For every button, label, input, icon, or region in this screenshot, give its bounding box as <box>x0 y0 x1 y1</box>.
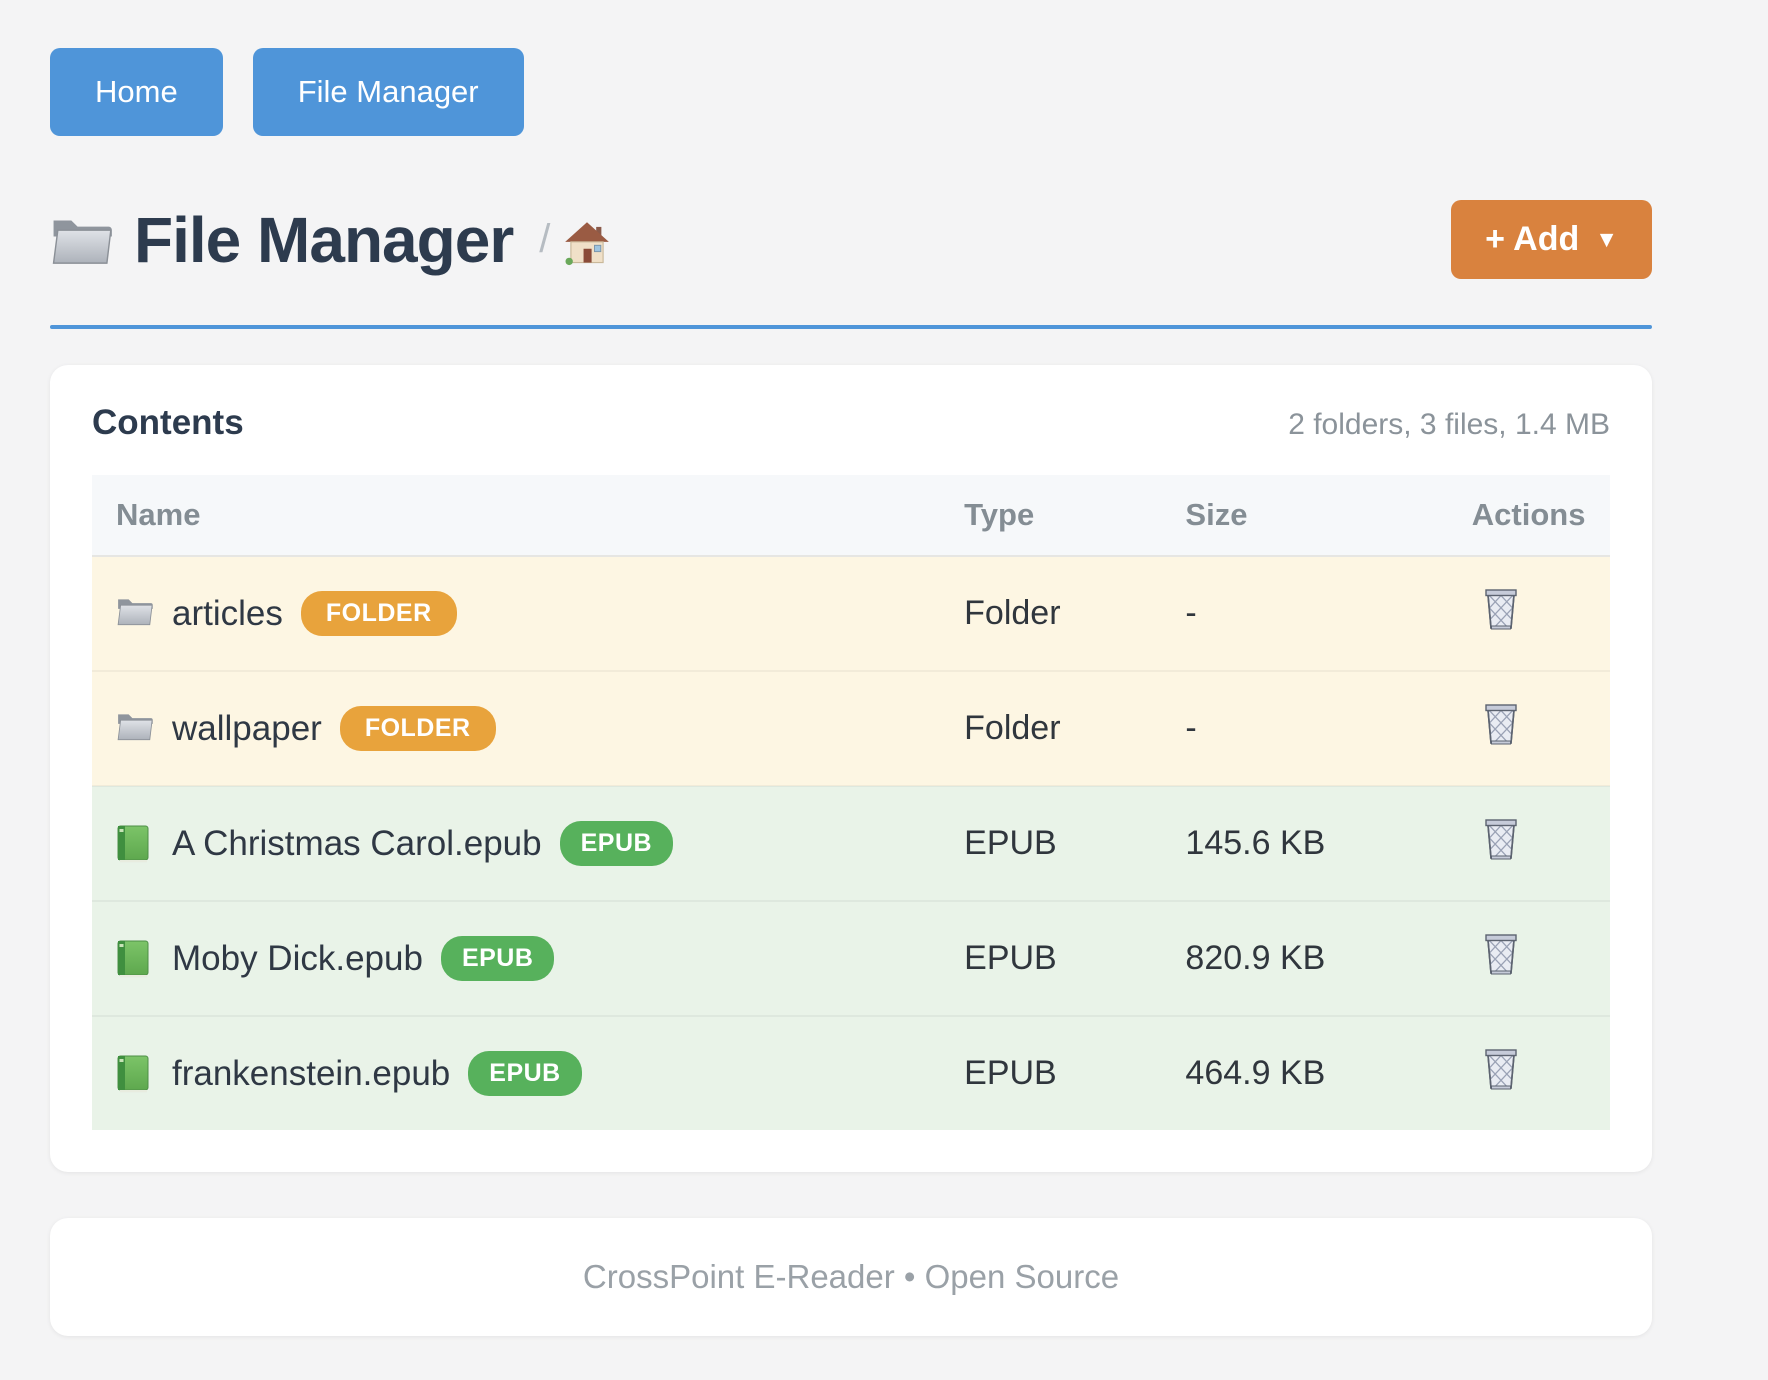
delete-button[interactable] <box>1482 818 1520 860</box>
green-book-icon <box>116 940 154 978</box>
file-name-cell[interactable]: A Christmas Carol.epub EPUB <box>92 821 964 866</box>
size-cell: 820.9 KB <box>1185 900 1472 1016</box>
green-book-icon <box>116 825 154 863</box>
file-manager-button[interactable]: File Manager <box>252 48 524 136</box>
chevron-down-icon: ▼ <box>1595 226 1618 252</box>
size-cell: 464.9 KB <box>1185 1015 1472 1130</box>
size-cell: - <box>1185 594 1197 632</box>
file-name-cell[interactable]: frankenstein.epub EPUB <box>92 1051 964 1096</box>
column-header-name: Name <box>92 475 965 557</box>
type-badge: EPUB <box>559 821 674 866</box>
add-button[interactable]: + Add ▼ <box>1451 200 1652 279</box>
type-cell: Folder <box>964 670 1186 786</box>
trash-icon <box>1485 704 1517 745</box>
file-name-cell[interactable]: wallpaper FOLDER <box>92 706 964 751</box>
trash-icon <box>1485 819 1517 860</box>
contents-header: Contents 2 folders, 3 files, 1.4 MB <box>92 403 1610 443</box>
delete-button[interactable] <box>1482 1048 1520 1090</box>
title-group: File Manager / <box>50 208 610 272</box>
table-row[interactable]: wallpaper FOLDER Folder - <box>92 670 1610 786</box>
page-title: File Manager <box>134 203 514 276</box>
file-name: wallpaper <box>172 708 322 748</box>
contents-summary: 2 folders, 3 files, 1.4 MB <box>1288 408 1610 441</box>
folder-icon <box>116 595 154 633</box>
file-name-cell[interactable]: articles FOLDER <box>92 591 964 636</box>
type-badge: FOLDER <box>300 591 457 636</box>
type-cell: EPUB <box>964 1015 1186 1130</box>
type-cell: Folder <box>964 594 1061 632</box>
table-row[interactable]: Moby Dick.epub EPUB EPUB 820.9 KB <box>92 900 1610 1016</box>
type-badge: FOLDER <box>339 706 496 751</box>
title-row: File Manager / + Add ▼ <box>50 200 1652 279</box>
trash-icon <box>1485 934 1517 975</box>
size-cell: - <box>1185 670 1472 786</box>
type-badge: EPUB <box>440 936 555 981</box>
green-book-icon <box>116 1055 154 1093</box>
nav-bar: Home File Manager <box>50 48 1652 136</box>
size-cell: 145.6 KB <box>1185 785 1472 901</box>
trash-icon <box>1485 589 1517 630</box>
delete-button[interactable] <box>1482 703 1520 745</box>
add-button-label: + Add <box>1485 220 1580 258</box>
folder-icon <box>52 219 112 264</box>
table-header-row: Name Type Size Actions <box>92 475 1610 557</box>
file-name: Moby Dick.epub <box>172 938 423 978</box>
file-name: articles <box>172 593 283 633</box>
trash-icon <box>1485 1049 1517 1090</box>
file-table: Name Type Size Actions <box>92 475 1610 1130</box>
table-row[interactable]: articles FOLDER Folder - <box>92 556 1610 671</box>
contents-heading: Contents <box>92 403 244 442</box>
delete-button[interactable] <box>1482 933 1520 975</box>
breadcrumb-separator: / <box>539 217 551 261</box>
file-name: frankenstein.epub <box>172 1053 451 1093</box>
page: Home File Manager File Manager / + Add ▼ <box>50 0 1652 1336</box>
contents-card: Contents 2 folders, 3 files, 1.4 MB Name… <box>50 365 1652 1172</box>
type-cell: EPUB <box>964 900 1186 1016</box>
file-name-cell[interactable]: Moby Dick.epub EPUB <box>92 936 964 981</box>
column-header-actions: Actions <box>1471 475 1610 557</box>
delete-button[interactable] <box>1482 588 1520 630</box>
type-badge: EPUB <box>468 1051 582 1096</box>
type-cell: EPUB <box>964 785 1186 901</box>
folder-icon <box>116 710 154 748</box>
home-button[interactable]: Home <box>50 48 223 136</box>
table-row[interactable]: A Christmas Carol.epub EPUB EPUB 145.6 K… <box>92 785 1610 901</box>
home-icon[interactable] <box>564 220 610 266</box>
title-divider <box>50 325 1652 329</box>
footer-text: CrossPoint E-Reader • Open Source <box>582 1258 1120 1295</box>
footer-card: CrossPoint E-Reader • Open Source <box>50 1218 1652 1336</box>
column-header-type: Type <box>964 475 1186 557</box>
column-header-size: Size <box>1185 475 1472 557</box>
file-name: A Christmas Carol.epub <box>172 823 542 863</box>
table-row[interactable]: frankenstein.epub EPUB EPUB 464.9 KB <box>92 1015 1610 1130</box>
